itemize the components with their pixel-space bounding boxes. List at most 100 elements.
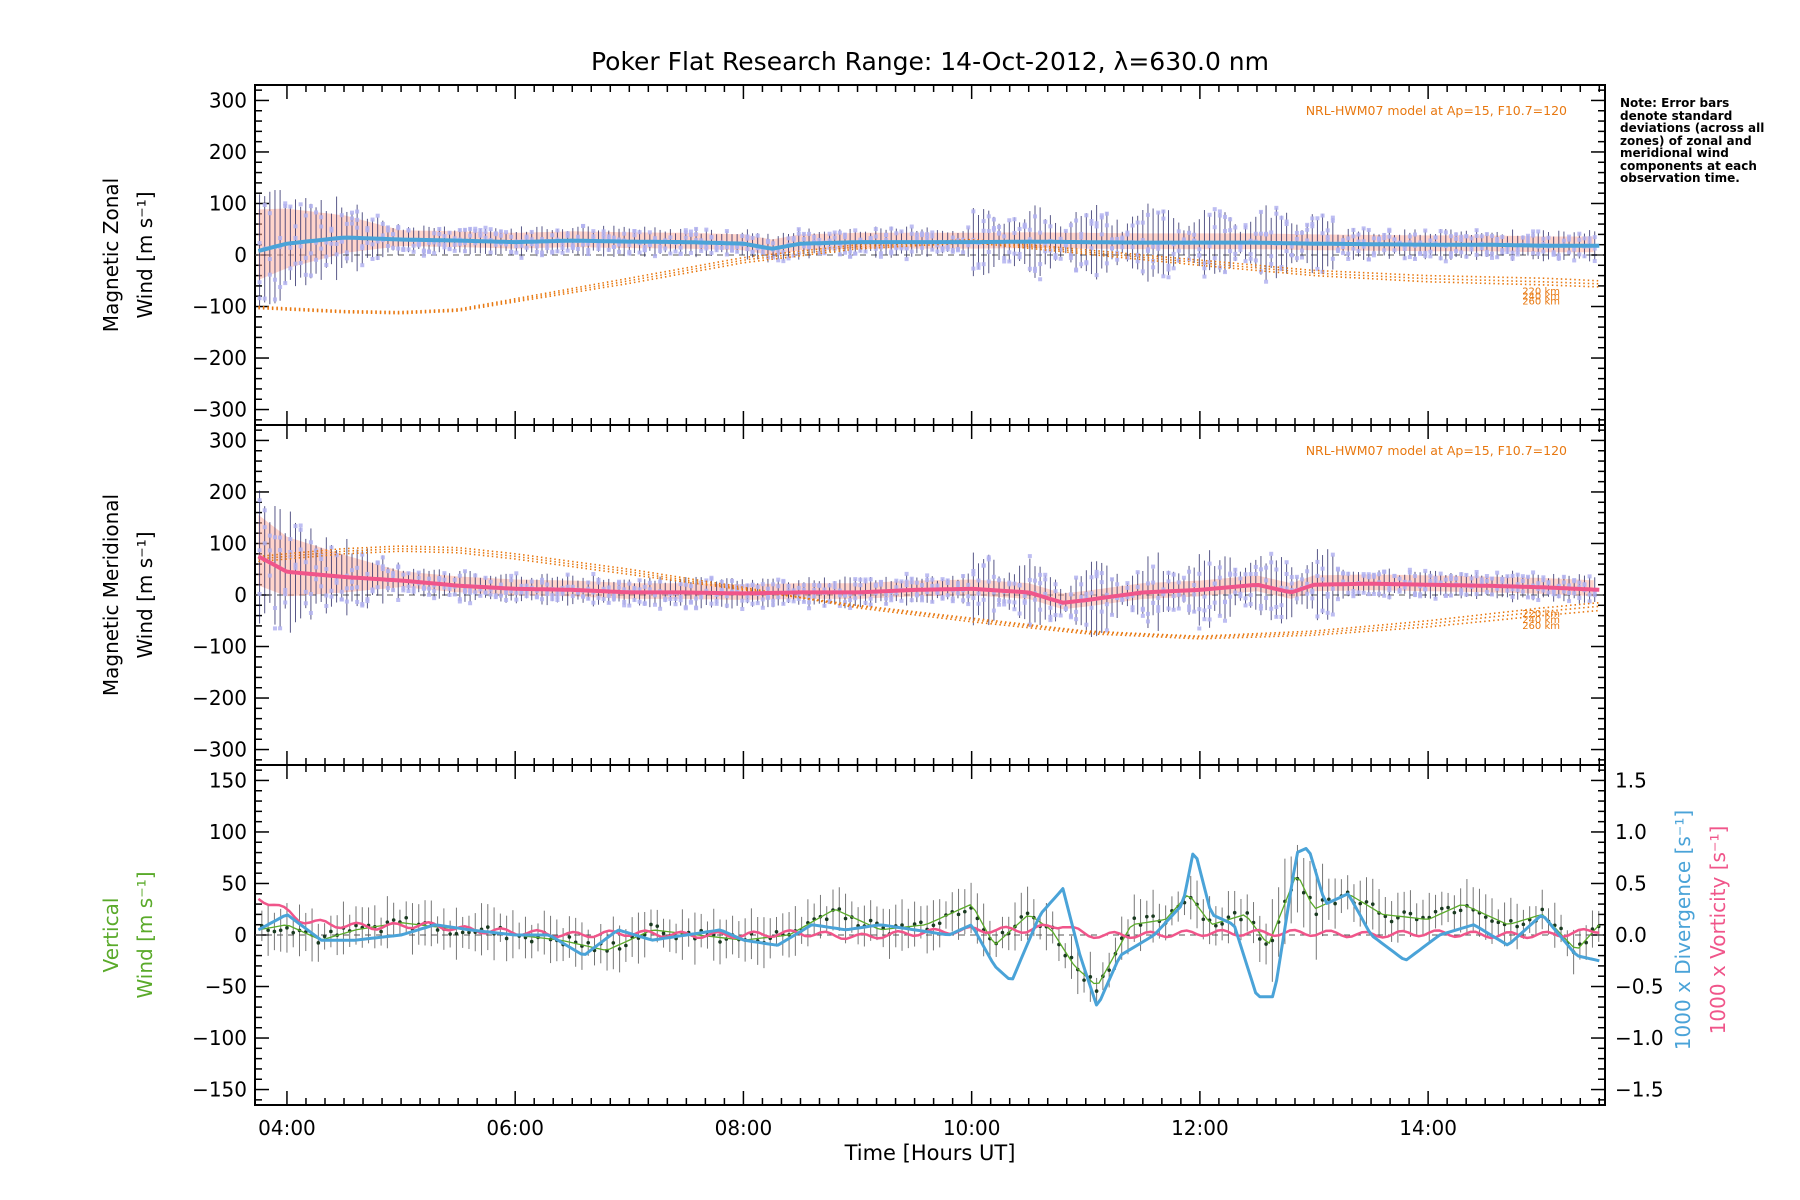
meridional-zone-sample [755, 584, 760, 589]
zonal-zone-sample [1043, 249, 1048, 254]
meridional-zone-sample [1341, 571, 1346, 576]
meridional-zone-sample [1181, 575, 1186, 580]
meridional-zone-sample [427, 586, 432, 591]
vertical-sample-point [385, 920, 390, 924]
zonal-zone-sample [1582, 236, 1587, 241]
zonal-zone-sample [853, 251, 858, 256]
zonal-zone-sample [1510, 250, 1515, 255]
zonal-ytick-label: 0 [234, 243, 247, 267]
meridional-zone-sample [1269, 560, 1274, 565]
zonal-ytick-label: 100 [209, 191, 247, 215]
meridional-zone-sample [1110, 612, 1115, 617]
meridional-zone-sample [1048, 614, 1053, 619]
meridional-zone-sample [1556, 594, 1561, 599]
meridional-zone-sample [1412, 591, 1417, 596]
zonal-zone-sample [278, 285, 283, 290]
zonal-ylabel-2: Wind [m s⁻¹] [133, 191, 157, 318]
zonal-zone-sample [986, 229, 991, 234]
vertical-sample-point [379, 929, 383, 934]
meridional-zone-sample [380, 567, 385, 572]
zonal-zone-sample [355, 209, 360, 214]
zonal-zone-sample [1346, 251, 1351, 256]
meridional-zone-sample [1135, 570, 1140, 575]
zonal-zone-sample [1063, 228, 1068, 233]
zonal-zone-sample [509, 249, 514, 254]
zonal-zone-sample [1346, 256, 1351, 261]
meridional-zone-sample [647, 580, 652, 585]
vertical-sample-point [1000, 930, 1005, 935]
meridional-zone-sample [719, 587, 724, 592]
vertical-sample-point [649, 922, 653, 927]
zonal-zone-sample [432, 231, 437, 236]
meridional-zone-sample [1022, 594, 1027, 599]
zonal-zone-sample [745, 234, 750, 239]
zonal-zone-sample [298, 202, 303, 207]
zonal-zone-sample [1525, 233, 1530, 238]
zonal-zone-sample [1017, 255, 1022, 260]
zonal-zone-sample [272, 297, 277, 302]
meridional-zone-sample [1187, 608, 1192, 613]
meridional-zone-sample [1192, 583, 1197, 588]
zonal-zone-sample [724, 229, 729, 234]
zonal-model-altitude-label: 260 km [1522, 297, 1560, 308]
zonal-zone-sample [1135, 259, 1140, 264]
meridional-zone-sample [1068, 613, 1073, 618]
meridional-model-label: NRL-HWM07 model at Ap=15, F10.7=120 [1306, 443, 1567, 458]
meridional-zone-sample [468, 590, 473, 595]
zonal-zone-sample [724, 245, 729, 250]
zonal-zone-sample [314, 210, 319, 215]
zonal-zone-sample [493, 242, 498, 247]
meridional-zone-sample [1315, 559, 1320, 564]
meridional-zone-sample [611, 593, 616, 598]
meridional-zone-sample [303, 589, 308, 594]
meridional-zone-sample [355, 599, 360, 604]
zonal-zone-sample [1228, 217, 1233, 222]
vertical-sample-point [1458, 908, 1463, 913]
zonal-spread-band [258, 208, 1594, 280]
zonal-zone-sample [591, 234, 596, 239]
zonal-zone-sample [1089, 246, 1094, 251]
zonal-zone-sample [1161, 274, 1166, 279]
zonal-zone-sample [1315, 216, 1320, 221]
zonal-zone-sample [1356, 232, 1361, 237]
zonal-zone-sample [930, 247, 935, 252]
zonal-zone-sample [473, 241, 478, 246]
meridional-zone-sample [1284, 586, 1289, 591]
zonal-zone-sample [1300, 248, 1305, 253]
vertical-sample-point [655, 924, 660, 928]
zonal-zone-sample [581, 224, 586, 229]
meridional-zone-sample [991, 574, 996, 579]
meridional-zone-sample [278, 626, 283, 631]
zonal-zone-sample [534, 242, 539, 247]
zonal-zone-sample [730, 248, 735, 253]
meridional-zone-sample [267, 533, 272, 538]
vertical-y2label-2: 1000 x Vorticity [s⁻¹] [1706, 826, 1730, 1035]
zonal-zone-sample [1094, 273, 1099, 278]
zonal-zone-sample [1325, 235, 1330, 240]
meridional-zone-sample [293, 562, 298, 567]
meridional-zone-sample [360, 603, 365, 608]
zonal-zone-sample [1356, 248, 1361, 253]
zonal-zone-sample [719, 245, 724, 250]
zonal-zone-sample [1166, 263, 1171, 268]
meridional-zone-sample [1089, 575, 1094, 580]
zonal-zone-sample [1407, 240, 1412, 245]
meridional-zone-sample [776, 595, 781, 600]
meridional-zone-sample [1002, 602, 1007, 607]
meridional-zone-sample [1094, 569, 1099, 574]
zonal-zone-sample [611, 235, 616, 240]
zonal-zone-sample [1567, 250, 1572, 255]
meridional-zone-sample [360, 552, 365, 557]
meridional-zone-sample [1500, 579, 1505, 584]
zonal-zone-sample [349, 210, 354, 215]
zonal-zone-sample [1032, 266, 1037, 271]
meridional-zone-sample [678, 582, 683, 587]
zonal-zone-sample [488, 250, 493, 255]
meridional-zone-sample [1520, 574, 1525, 579]
zonal-zone-sample [1007, 250, 1012, 255]
zonal-zone-sample [658, 248, 663, 253]
meridional-zone-sample [375, 585, 380, 590]
meridional-zone-sample [1187, 604, 1192, 609]
zonal-zone-sample [1002, 255, 1007, 260]
meridional-ytick-label: 100 [209, 531, 247, 555]
